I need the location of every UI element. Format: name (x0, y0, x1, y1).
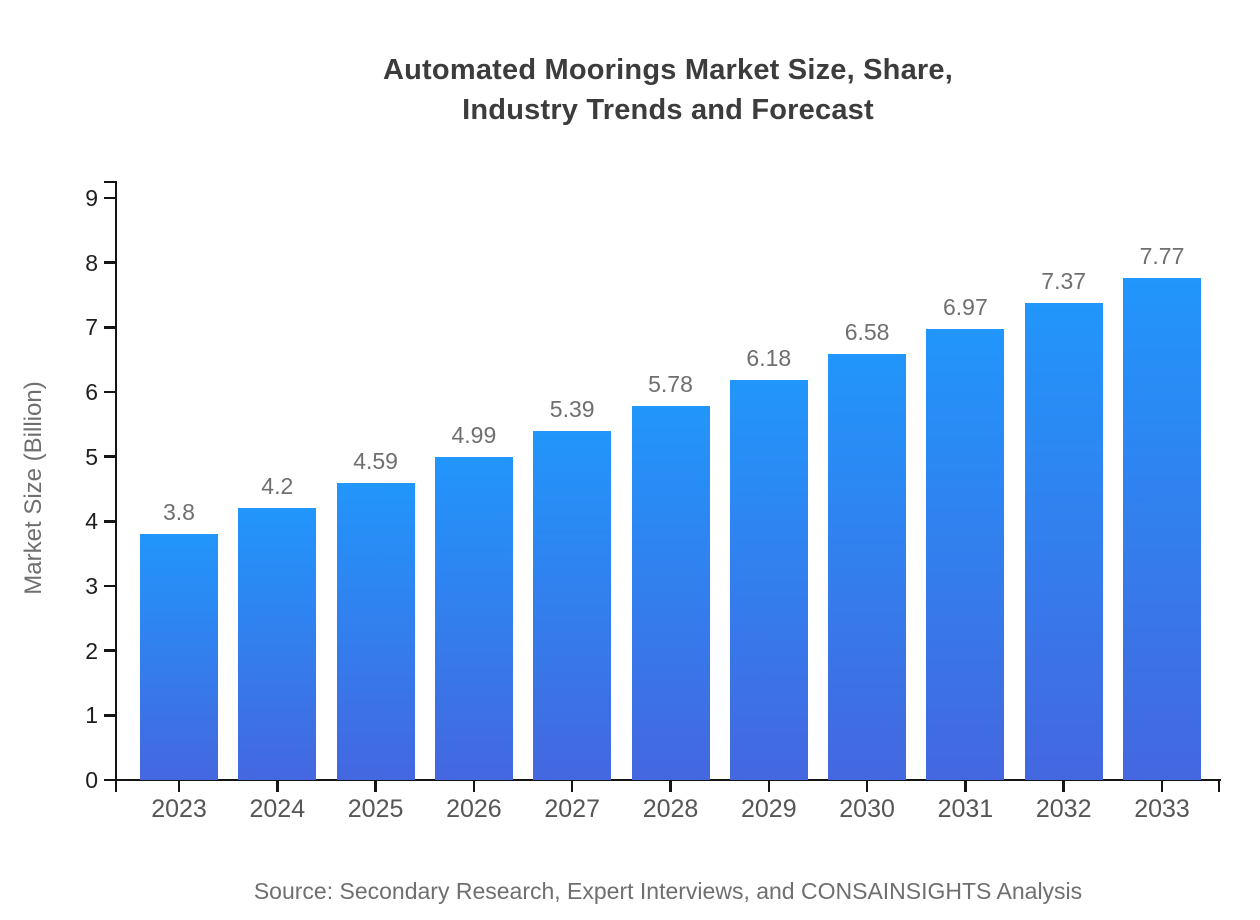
chart-title-line1: Automated Moorings Market Size, Share, (383, 54, 953, 86)
x-tick-mark (276, 780, 279, 792)
bar-2023 (140, 534, 218, 780)
bar-2026 (434, 457, 513, 780)
y-tick-mark (104, 778, 116, 782)
bar-value-label: 3.8 (163, 499, 195, 526)
y-tick-label: 7 (85, 314, 98, 341)
y-tick-label: 1 (85, 702, 98, 729)
bar-2032 (1024, 303, 1103, 780)
y-tick-label: 2 (85, 637, 98, 664)
bar-2024 (238, 508, 317, 780)
x-tick-label: 2031 (937, 795, 994, 823)
x-tick-mark (1160, 780, 1164, 792)
x-tick-mark (964, 780, 967, 792)
y-axis-top-cap (104, 180, 116, 184)
x-tick-label: 2026 (446, 795, 502, 823)
x-tick-label: 2023 (151, 795, 207, 823)
y-tick-label: 9 (85, 185, 98, 211)
bar-value-label: 6.97 (943, 294, 988, 321)
bar-2027 (533, 431, 612, 780)
y-tick-label: 3 (85, 573, 98, 599)
bar-value-label: 7.37 (1041, 268, 1087, 295)
bar-value-label: 6.18 (746, 345, 792, 372)
y-tick-mark (104, 196, 116, 200)
x-tick-label: 2033 (1134, 795, 1190, 823)
y-tick-mark (104, 326, 116, 329)
bar-value-label: 7.77 (1139, 242, 1185, 269)
bar-value-label: 6.58 (844, 319, 890, 346)
x-tick-label: 2024 (249, 795, 306, 823)
y-tick-mark (104, 261, 116, 264)
bar-value-label: 4.99 (451, 422, 497, 449)
y-tick-label: 6 (85, 379, 98, 405)
y-tick-label: 8 (85, 249, 98, 276)
x-axis-origin-tick (114, 780, 118, 792)
bar-2030 (828, 354, 907, 780)
bar-value-label: 4.59 (353, 448, 398, 475)
x-tick-label: 2027 (544, 795, 600, 823)
x-tick-mark (669, 780, 672, 792)
y-tick-mark (104, 584, 116, 588)
bar-value-label: 4.2 (261, 473, 294, 500)
x-tick-label: 2025 (347, 795, 404, 823)
y-tick-mark (104, 649, 116, 652)
source-note: Source: Secondary Research, Expert Inter… (253, 878, 1083, 904)
bar-2029 (729, 380, 808, 780)
x-tick-mark (1062, 780, 1065, 792)
y-tick-label: 0 (85, 767, 98, 793)
bar-value-label: 5.39 (549, 396, 595, 423)
bar-2028 (631, 406, 710, 780)
y-tick-label: 5 (85, 443, 98, 470)
y-tick-mark (104, 520, 116, 523)
y-tick-mark (104, 455, 116, 458)
y-axis-line (114, 180, 118, 782)
bar-2033 (1123, 277, 1201, 780)
x-tick-mark (374, 780, 377, 792)
x-tick-mark (570, 780, 574, 792)
y-tick-label: 4 (85, 508, 98, 535)
chart-title: Automated Moorings Market Size, Share, I… (116, 50, 1220, 130)
x-axis-end-cap (1217, 780, 1220, 792)
x-tick-label: 2030 (839, 795, 895, 823)
x-tick-label: 2028 (642, 795, 699, 823)
x-tick-label: 2029 (740, 795, 797, 823)
chart-title-line2: Industry Trends and Forecast (462, 94, 874, 126)
bar-value-label: 5.78 (648, 371, 693, 398)
x-tick-label: 2032 (1035, 795, 1092, 823)
x-tick-mark (767, 780, 771, 792)
bar-2031 (926, 329, 1005, 780)
y-tick-mark (104, 714, 116, 717)
x-axis-line (114, 778, 1222, 782)
x-tick-mark (472, 780, 476, 792)
x-tick-mark (865, 780, 869, 792)
bar-2025 (336, 483, 415, 780)
x-tick-mark (177, 780, 181, 792)
y-tick-mark (104, 390, 116, 394)
